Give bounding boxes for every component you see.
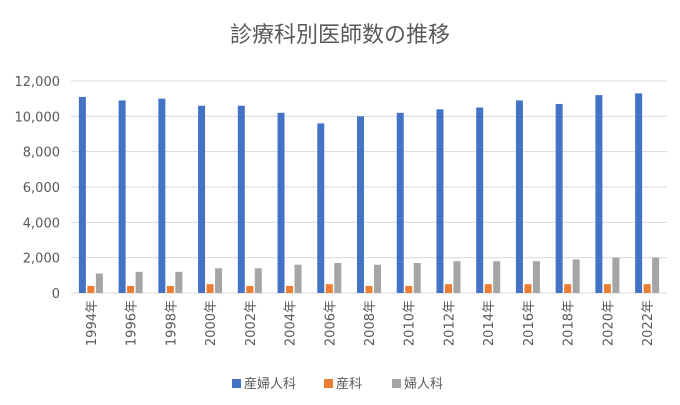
legend-label: 産婦人科 — [244, 376, 296, 392]
bar-産科-2022年 — [643, 284, 651, 293]
bar-産婦人科-2002年 — [237, 105, 245, 293]
bar-婦人科-2006年 — [334, 262, 342, 293]
legend-label: 婦人科 — [404, 376, 443, 392]
bar-産科-2000年 — [206, 284, 214, 293]
y-tick-label: 8,000 — [23, 146, 60, 161]
bar-産科-2018年 — [564, 284, 572, 293]
legend-swatch — [324, 379, 333, 388]
x-tick-label: 1996年 — [125, 300, 140, 346]
x-tick-label: 2012年 — [442, 300, 457, 346]
legend: 産婦人科 産科 婦人科 — [232, 376, 443, 392]
bar-産婦人科-2012年 — [436, 109, 444, 294]
bar-産科-2010年 — [405, 285, 413, 293]
x-tick-label: 2020年 — [601, 300, 616, 346]
legend-item: 産科 — [324, 376, 362, 392]
bars — [78, 93, 660, 294]
bar-産科-2006年 — [325, 284, 333, 293]
x-tick-label: 2014年 — [482, 300, 497, 346]
gridlines — [71, 80, 667, 294]
chart-title: 診療科別医師数の推移 — [230, 23, 450, 48]
bar-産婦人科-1996年 — [118, 100, 126, 293]
bar-婦人科-2016年 — [532, 261, 540, 293]
bar-産科-2012年 — [444, 284, 452, 293]
y-tick-label: 4,000 — [23, 216, 60, 231]
bar-婦人科-2022年 — [652, 257, 660, 293]
bar-産婦人科-2022年 — [635, 93, 643, 293]
bar-産婦人科-2000年 — [198, 105, 206, 293]
bar-婦人科-2018年 — [572, 259, 580, 293]
bar-産婦人科-1994年 — [78, 96, 86, 294]
bar-産科-1998年 — [166, 285, 174, 293]
bar-産科-1994年 — [87, 285, 95, 293]
y-tick-label: 6,000 — [23, 181, 60, 196]
bar-産婦人科-2010年 — [396, 112, 404, 293]
x-tick-label: 2022年 — [641, 300, 656, 346]
x-tick-label: 2010年 — [403, 300, 418, 346]
bar-婦人科-2008年 — [374, 264, 381, 293]
bar-婦人科-2020年 — [612, 257, 620, 293]
x-tick-label: 2002年 — [244, 300, 259, 346]
bar-産科-2020年 — [603, 284, 611, 293]
bar-婦人科-2012年 — [453, 261, 461, 293]
x-tick-label: 2000年 — [204, 300, 219, 346]
y-tick-label: 10,000 — [15, 110, 61, 125]
bar-産婦人科-2014年 — [476, 107, 484, 293]
bar-産科-2002年 — [246, 285, 254, 293]
bar-産婦人科-2020年 — [595, 95, 603, 293]
y-tick-label: 12,000 — [15, 75, 61, 90]
bar-産婦人科-2018年 — [555, 103, 563, 293]
x-tick-label: 2016年 — [522, 300, 537, 346]
x-tick-label: 2006年 — [323, 300, 338, 346]
bar-産婦人科-2006年 — [317, 123, 325, 294]
bar-婦人科-2000年 — [215, 268, 223, 293]
legend-item: 婦人科 — [392, 376, 443, 392]
legend-label: 産科 — [336, 376, 362, 392]
y-tick-label: 2,000 — [23, 252, 60, 267]
x-tick-label: 2004年 — [284, 300, 299, 346]
bar-産婦人科-1998年 — [158, 98, 166, 294]
x-axis-tick-labels: 1994年 1996年 1998年 2000年 2002年 2004年 2006年 2008年… — [85, 300, 656, 346]
bar-産科-2008年 — [365, 285, 373, 293]
y-axis-tick-labels: 0 2,000 4,000 6,000 8,000 10,000 12,000 — [15, 75, 61, 302]
bar-産科-2016年 — [524, 284, 532, 293]
bar-婦人科-2004年 — [294, 264, 302, 293]
x-tick-label: 1994年 — [85, 300, 100, 346]
bar-婦人科-2014年 — [493, 261, 501, 293]
bar-婦人科-2010年 — [413, 262, 421, 293]
bar-婦人科-1994年 — [95, 273, 103, 293]
legend-item: 産婦人科 — [232, 376, 296, 392]
x-tick-label: 2008年 — [363, 300, 378, 346]
y-tick-label: 0 — [52, 287, 60, 302]
bar-産科-1996年 — [127, 285, 135, 293]
bar-婦人科-1998年 — [175, 271, 183, 293]
bar-産科-2014年 — [484, 284, 492, 293]
x-tick-label: 1998年 — [164, 300, 179, 346]
bar-産科-2004年 — [286, 285, 294, 293]
bar-産婦人科-2008年 — [357, 116, 364, 293]
bar-婦人科-1996年 — [135, 271, 143, 293]
legend-swatch — [232, 379, 241, 388]
bar-婦人科-2002年 — [254, 268, 262, 293]
bar-産婦人科-2016年 — [515, 100, 523, 293]
bar-産婦人科-2004年 — [277, 112, 285, 293]
legend-swatch — [392, 379, 401, 388]
x-tick-label: 2018年 — [562, 300, 577, 346]
